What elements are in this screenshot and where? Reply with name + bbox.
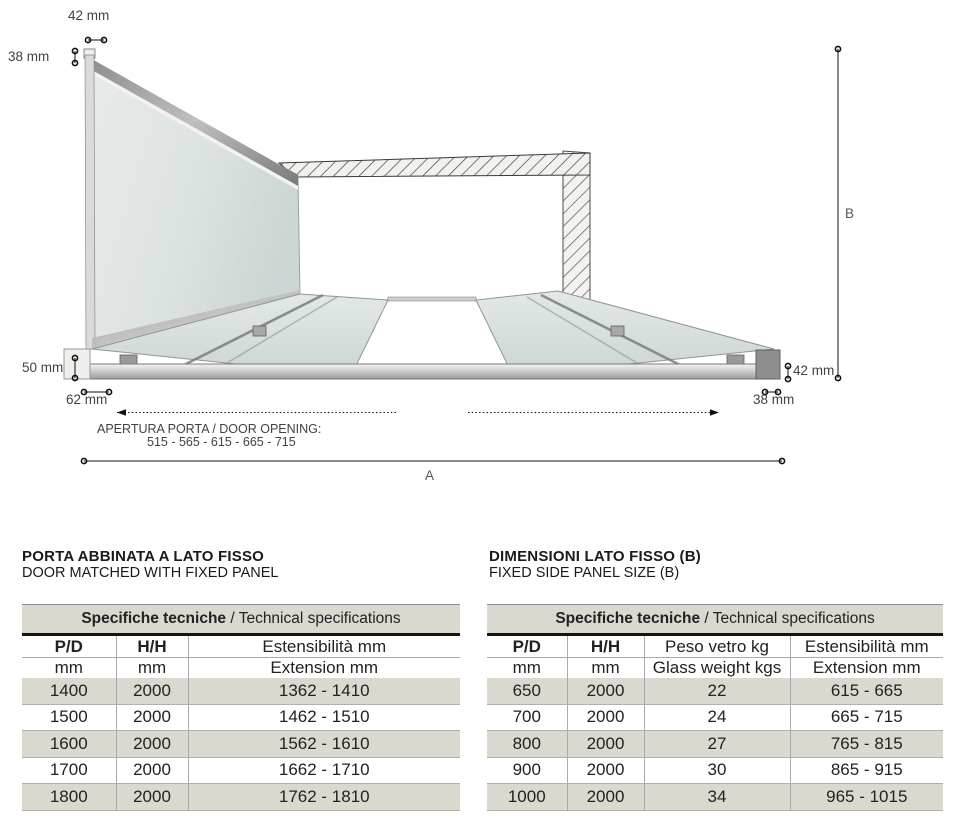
svg-text:B: B (845, 206, 854, 221)
svg-text:APERTURA PORTA / DOOR OPENING:: APERTURA PORTA / DOOR OPENING: (97, 422, 321, 436)
svg-text:38 mm: 38 mm (8, 49, 49, 64)
svg-text:42 mm: 42 mm (793, 363, 834, 378)
svg-text:515 - 565 - 615 - 665 - 715: 515 - 565 - 615 - 665 - 715 (147, 435, 296, 449)
svg-text:A: A (425, 468, 434, 483)
svg-text:38 mm: 38 mm (753, 392, 794, 407)
svg-text:50 mm: 50 mm (22, 360, 63, 375)
svg-text:42 mm: 42 mm (68, 8, 109, 23)
svg-text:62 mm: 62 mm (66, 392, 107, 407)
